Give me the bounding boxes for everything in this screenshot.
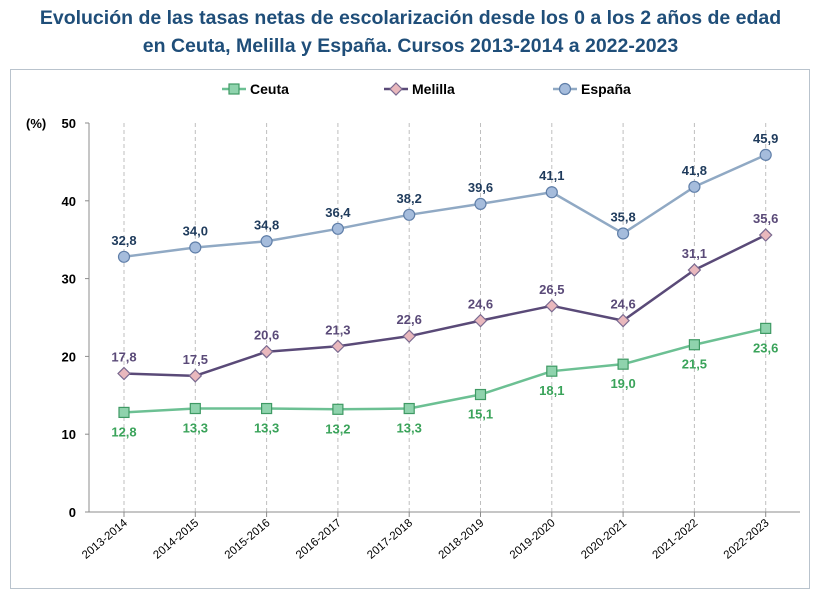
x-tick-label: 2022-2023	[722, 517, 772, 562]
y-tick-label: 40	[62, 194, 76, 209]
x-tick-label: 2019-2020	[508, 517, 558, 562]
data-label-ceuta: 12,8	[111, 424, 136, 439]
data-label-ceuta: 21,5	[682, 357, 707, 372]
data-point-melilla	[188, 369, 203, 383]
data-label-espana: 41,1	[539, 168, 564, 183]
x-tick-label: 2020-2021	[579, 517, 629, 562]
legend-label-melilla: Melilla	[412, 81, 455, 97]
series-line-melilla	[123, 233, 767, 378]
data-label-ceuta: 13,3	[397, 421, 422, 436]
data-point-ceuta	[760, 322, 772, 334]
x-tick-label: 2018-2019	[437, 517, 487, 562]
data-label-espana: 34,8	[254, 217, 279, 232]
data-point-melilla	[331, 339, 345, 354]
data-point-espana	[688, 180, 701, 193]
data-point-espana	[260, 235, 273, 248]
data-point-melilla	[473, 313, 488, 328]
legend-marker-espana	[558, 82, 572, 96]
data-point-espana	[403, 208, 416, 221]
data-point-melilla	[758, 228, 773, 242]
data-label-ceuta: 18,1	[539, 383, 564, 398]
y-axis-unit-label: (%)	[26, 116, 46, 131]
data-label-ceuta: 19,0	[610, 376, 635, 391]
chart-title-line-2: en Ceuta, Melilla y España. Cursos 2013-…	[142, 35, 679, 57]
data-point-ceuta	[189, 402, 201, 415]
data-label-espana: 36,4	[325, 205, 351, 220]
x-tick-label: 2013-2014	[80, 517, 130, 562]
data-label-espana: 35,8	[610, 209, 635, 224]
data-point-melilla	[544, 298, 559, 313]
data-label-melilla: 26,5	[539, 282, 564, 297]
data-point-ceuta	[261, 402, 273, 415]
data-point-ceuta	[332, 403, 344, 415]
data-label-espana: 39,6	[468, 180, 493, 195]
data-label-melilla: 24,6	[610, 297, 635, 312]
data-point-espana	[331, 222, 344, 235]
data-point-melilla	[117, 366, 131, 381]
x-tick-label: 2017-2018	[365, 517, 415, 562]
legend-marker-melilla	[389, 82, 403, 96]
data-label-melilla: 20,6	[254, 328, 279, 343]
y-tick-label: 30	[62, 272, 76, 287]
data-point-melilla	[402, 329, 417, 344]
series-line-espana	[123, 153, 767, 259]
data-label-ceuta: 13,2	[325, 421, 350, 436]
data-point-melilla	[616, 313, 630, 328]
data-label-espana: 45,9	[753, 131, 778, 146]
series-line-ceuta	[123, 327, 766, 414]
data-point-ceuta	[617, 358, 629, 370]
data-label-melilla: 24,6	[468, 297, 493, 312]
data-point-melilla	[687, 263, 702, 277]
chart-frame	[10, 69, 810, 589]
data-label-ceuta: 13,3	[254, 421, 279, 436]
data-point-espana	[474, 197, 487, 211]
x-tick-label: 2021-2022	[650, 517, 700, 562]
data-point-espana	[616, 227, 630, 240]
data-label-melilla: 17,8	[111, 350, 136, 365]
data-label-espana: 41,8	[682, 163, 707, 178]
legend-item-ceuta: Ceuta	[222, 81, 289, 97]
legend-label-espana: España	[581, 81, 631, 97]
data-point-espana	[759, 148, 772, 161]
data-point-ceuta	[118, 406, 130, 419]
data-label-espana: 38,2	[397, 191, 422, 206]
legend-item-melilla: Melilla	[384, 81, 455, 97]
y-tick-label: 10	[62, 427, 76, 442]
data-point-espana	[189, 241, 202, 254]
data-label-melilla: 31,1	[682, 246, 707, 261]
data-point-melilla	[259, 344, 274, 359]
legend-marker-ceuta	[228, 83, 240, 95]
data-label-espana: 32,8	[111, 233, 136, 248]
y-tick-label: 0	[69, 505, 76, 520]
legend-item-espana: España	[553, 81, 631, 97]
x-tick-label: 2016-2017	[294, 517, 344, 562]
data-label-ceuta: 15,1	[468, 407, 493, 422]
series-ceuta: 12,8 13,3 13,3 13,2 13,3 15,1 18,1 19,0 21,5 23,6	[111, 322, 778, 439]
y-tick-label: 50	[62, 116, 76, 131]
data-label-melilla: 22,6	[397, 312, 422, 327]
data-point-ceuta	[403, 402, 415, 415]
data-label-ceuta: 13,3	[183, 421, 208, 436]
chart-title: Evolución de las tasas netas de escolari…	[0, 4, 821, 60]
series-melilla: 17,8 17,5 20,6 21,3 22,6 24,6 26,5 24,6 31,1 35,6	[111, 211, 778, 383]
data-label-melilla: 17,5	[183, 352, 208, 367]
series-espana: 32,8 34,0 34,8 36,4 38,2 39,6 41,1 35,8 41,8 45,9	[111, 131, 778, 263]
data-label-melilla: 35,6	[753, 211, 778, 226]
data-point-espana	[117, 250, 131, 263]
chart-title-line-1: Evolución de las tasas netas de escolari…	[39, 7, 782, 29]
data-point-ceuta	[688, 339, 701, 351]
y-tick-label: 20	[62, 349, 76, 364]
data-point-ceuta	[546, 365, 558, 377]
data-label-ceuta: 23,6	[753, 340, 778, 355]
data-point-espana	[545, 186, 558, 199]
data-label-espana: 34,0	[183, 223, 208, 238]
x-tick-label: 2015-2016	[223, 517, 273, 562]
data-point-ceuta	[474, 388, 487, 401]
legend-label-ceuta: Ceuta	[250, 81, 289, 97]
data-label-melilla: 21,3	[325, 322, 350, 337]
x-tick-label: 2014-2015	[151, 517, 201, 562]
